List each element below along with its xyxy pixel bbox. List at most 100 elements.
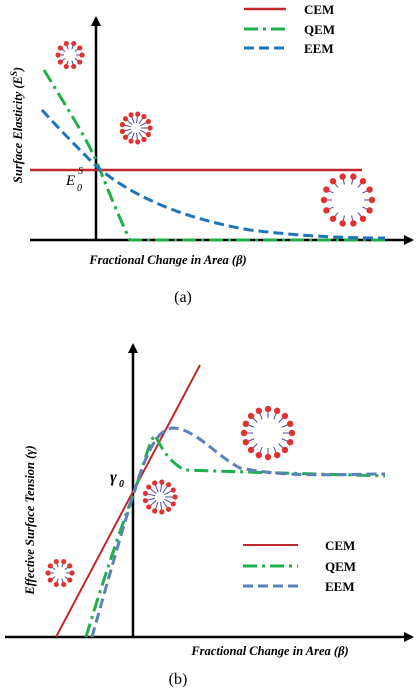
lipid-head: [242, 438, 250, 446]
lipid-head: [165, 482, 172, 488]
lipid-head: [71, 40, 77, 47]
panel-b: γ 0 Effective Surface Tension (γ) Fracti…: [5, 343, 414, 688]
lipid-head: [61, 558, 67, 565]
lipid-head: [281, 446, 289, 454]
legend-qem-label: QEM: [325, 559, 356, 574]
lipid-head: [128, 138, 134, 144]
lipid-head: [339, 220, 346, 227]
micelle-icon: [142, 479, 178, 515]
lipid-head: [63, 40, 69, 47]
lipid-head: [329, 215, 337, 222]
lipid-head: [146, 504, 152, 510]
panel-b-caption: (b): [169, 671, 188, 688]
lipid-head: [264, 453, 272, 461]
lipid-head: [170, 487, 176, 493]
lipid-head: [165, 506, 172, 512]
legend-cem-label: CEM: [325, 538, 355, 553]
lipid-head: [240, 429, 248, 437]
lipid-head: [273, 451, 281, 459]
panel-a-point-label: E: [65, 173, 75, 189]
lipid-head: [329, 178, 337, 185]
lipid-head: [79, 52, 85, 58]
lipid-head: [247, 412, 255, 420]
lipid-head: [242, 420, 250, 428]
lipid-head: [53, 558, 59, 565]
lipid-head: [67, 577, 73, 583]
lipid-head: [273, 407, 281, 415]
lipid-head: [63, 63, 69, 70]
lipid-head: [152, 480, 158, 486]
legend-cem-label: CEM: [304, 2, 334, 17]
lipid-head: [67, 563, 73, 569]
icon-body: [145, 482, 175, 512]
panel-b-legend: CEM QEM EEM: [243, 538, 356, 594]
lipid-head: [323, 207, 330, 214]
panel-b-point-sub: 0: [119, 479, 124, 490]
lipid-head: [255, 407, 263, 415]
lipid-head: [77, 59, 83, 65]
panel-b-ylabel: Effective Surface Tension (γ): [23, 445, 37, 595]
legend-eem-label: EEM: [325, 579, 355, 594]
micelle-icon: [119, 111, 153, 145]
icon-body: [58, 43, 82, 67]
panel-a-qem-curve: [42, 69, 385, 242]
lipid-head: [122, 134, 129, 140]
lipid-head: [142, 490, 149, 497]
panel-a-point-sub: 0: [77, 183, 82, 194]
lipid-head: [286, 438, 294, 446]
panel-a-ylabel: Surface Elasticity (ES): [9, 67, 25, 183]
lipid-head: [53, 581, 59, 588]
panel-a-caption: (a): [174, 289, 192, 306]
lipid-head: [145, 118, 151, 125]
lipid-head: [142, 497, 149, 504]
lipid-head: [281, 412, 289, 420]
lipid-head: [359, 215, 367, 222]
lipid-head: [146, 484, 152, 490]
lipid-head: [47, 577, 53, 583]
micelle-icon: [55, 40, 85, 70]
lipid-head: [57, 59, 63, 65]
lipid-head: [141, 136, 147, 143]
lipid-head: [128, 112, 134, 118]
lipid-head: [135, 139, 141, 145]
lipid-head: [57, 45, 63, 51]
panel-a-xlabel: Fractional Change in Area (β): [88, 253, 246, 267]
lipid-head: [147, 125, 153, 131]
lipid-head: [119, 122, 126, 128]
panel-a-eem-curve: [40, 108, 386, 240]
panel-b-cem-curve: [55, 364, 201, 638]
lipid-head: [45, 570, 51, 576]
lipid-head: [55, 52, 61, 58]
panel-a-legend: CEM QEM EEM: [244, 2, 335, 56]
lipid-head: [366, 186, 373, 193]
micelle-icon: [45, 558, 75, 588]
panel-b-xlabel: Fractional Change in Area (β): [190, 644, 348, 658]
panel-b-point-label: γ: [110, 469, 117, 486]
lipid-head: [288, 429, 296, 437]
lipid-head: [366, 207, 373, 214]
lipid-head: [359, 178, 367, 185]
lipid-head: [170, 501, 176, 507]
lipid-head: [135, 111, 141, 117]
lipid-head: [145, 131, 151, 138]
icon-body: [324, 176, 372, 224]
lipid-head: [320, 196, 328, 204]
lipid-head: [247, 446, 255, 454]
lipid-head: [350, 173, 357, 180]
lipid-head: [71, 63, 77, 70]
lipid-head: [159, 479, 165, 485]
legend-eem-label: EEM: [304, 41, 334, 56]
lipid-head: [61, 581, 67, 588]
bubble-icon: [320, 173, 376, 227]
lipid-head: [368, 196, 376, 204]
lipid-head: [152, 508, 158, 514]
lipid-head: [255, 451, 263, 459]
lipid-head: [122, 116, 129, 122]
lipid-head: [172, 494, 178, 500]
panel-a-point-sup: S: [78, 166, 83, 177]
lipid-head: [350, 220, 357, 227]
lipid-head: [77, 45, 83, 51]
bubble-icon: [240, 405, 296, 461]
panel-a: E S 0 Surface Elasticity (ES) Fractional…: [9, 2, 414, 306]
